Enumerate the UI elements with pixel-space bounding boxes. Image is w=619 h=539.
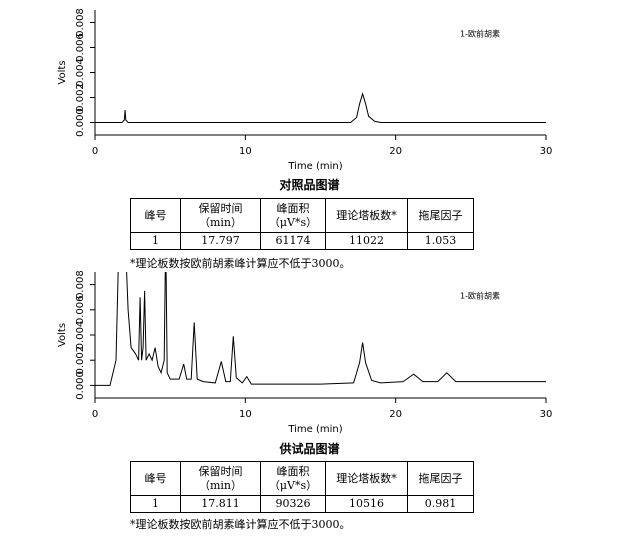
table-cell: 保留时间 （min） — [180, 198, 261, 233]
table-row: 1 17.811 90326 10516 0.981 — [130, 495, 474, 513]
y-axis-label: Volts — [57, 323, 68, 347]
annotation: 1-欧前胡素 — [460, 29, 500, 39]
x-axis-label: Time (min) — [287, 161, 342, 172]
table-cell: 保留时间 （min） — [180, 461, 261, 496]
table-cell: 峰号 — [130, 198, 181, 233]
caption: 对照品图谱 — [279, 178, 340, 192]
note: *理论板数按欧前胡素峰计算应不低于3000。 — [130, 257, 351, 270]
table-cell: 峰面积 （μV*s） — [260, 461, 326, 496]
y-tick-label: 0.004 — [75, 58, 86, 87]
x-tick-label: 20 — [389, 409, 402, 420]
y-tick-label: 0.000 — [75, 108, 86, 137]
table: 峰号 保留时间 （min） 峰面积 （μV*s） 理论塔板数* 拖尾因子 1 17.811 9… — [130, 461, 474, 513]
table: 峰号 保留时间 （min） 峰面积 （μV*s） 理论塔板数* 拖尾因子 1 17.797 6… — [130, 198, 474, 250]
table-cell: 理论塔板数* — [325, 198, 408, 233]
chromatogram-line — [95, 272, 546, 386]
x-tick-label: 10 — [239, 409, 252, 420]
table-cell: 拖尾因子 — [407, 461, 474, 496]
table-cell: 10516 — [325, 495, 408, 513]
table-row: 峰号 保留时间 （min） 峰面积 （μV*s） 理论塔板数* 拖尾因子 — [130, 461, 474, 496]
x-tick-label: 30 — [540, 146, 553, 157]
table-cell: 0.981 — [407, 495, 474, 513]
table-cell: 11022 — [325, 232, 408, 250]
x-tick-label: 10 — [239, 146, 252, 157]
x-axis-label: Time (min) — [287, 424, 342, 435]
y-tick-label: 0.004 — [75, 321, 86, 350]
y-axis-label: Volts — [57, 60, 68, 84]
y-tick-label: 0.002 — [75, 83, 86, 112]
y-tick-label: 0.000 — [75, 371, 86, 400]
y-tick-label: 0.006 — [75, 295, 86, 324]
note: *理论板数按欧前胡素峰计算应不低于3000。 — [130, 518, 351, 531]
table-cell: 17.811 — [180, 495, 261, 513]
caption: 供试品图谱 — [279, 442, 340, 456]
y-tick-label: 0.008 — [75, 270, 86, 299]
y-tick-label: 0.008 — [75, 8, 86, 37]
table-cell: 峰面积 （μV*s） — [260, 198, 326, 233]
table-cell: 峰号 — [130, 461, 181, 496]
y-tick-label: 0.006 — [75, 33, 86, 62]
table-cell: 1 — [130, 495, 181, 513]
table-cell: 90326 — [260, 495, 326, 513]
table-row: 1 17.797 61174 11022 1.053 — [130, 232, 474, 250]
table-cell: 1 — [130, 232, 181, 250]
table-cell: 拖尾因子 — [407, 198, 474, 233]
chromatogram-line — [95, 92, 546, 123]
table-cell: 17.797 — [180, 232, 261, 250]
annotation: 1-欧前胡素 — [460, 291, 500, 301]
x-tick-label: 30 — [540, 409, 553, 420]
table-cell: 61174 — [260, 232, 326, 250]
y-tick-label: 0.002 — [75, 346, 86, 375]
x-tick-label: 0 — [92, 409, 98, 420]
x-tick-label: 20 — [389, 146, 402, 157]
table-cell: 理论塔板数* — [325, 461, 408, 496]
table-cell: 1.053 — [407, 232, 474, 250]
table-row: 峰号 保留时间 （min） 峰面积 （μV*s） 理论塔板数* 拖尾因子 — [130, 198, 474, 233]
x-tick-label: 0 — [92, 146, 98, 157]
